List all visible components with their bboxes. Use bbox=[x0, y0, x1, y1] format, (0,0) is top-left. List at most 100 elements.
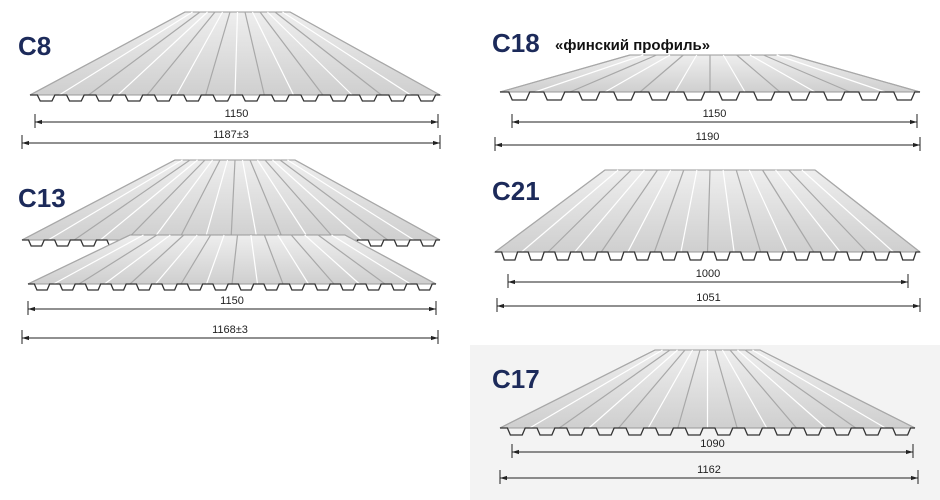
rib bbox=[88, 11, 201, 96]
profile-line bbox=[28, 283, 436, 291]
rib bbox=[53, 234, 144, 285]
rib bbox=[146, 11, 216, 96]
dimension-label: 1000 bbox=[696, 268, 720, 280]
profiles: С8 1150 1187±3 С13 1150 1168±3 С18 «финский про… bbox=[18, 11, 922, 484]
dimension-label: 1090 bbox=[700, 438, 724, 450]
rib bbox=[737, 349, 827, 429]
sheet bbox=[21, 159, 441, 247]
rib bbox=[259, 11, 324, 96]
rib bbox=[272, 159, 363, 241]
rib bbox=[21, 159, 176, 241]
rib bbox=[204, 159, 229, 241]
sheet bbox=[29, 11, 442, 102]
rib bbox=[331, 234, 411, 285]
rib bbox=[653, 169, 685, 253]
rib bbox=[789, 54, 921, 93]
rib bbox=[647, 349, 694, 429]
profile-line bbox=[495, 251, 920, 261]
rib bbox=[294, 159, 441, 241]
rib bbox=[744, 349, 857, 429]
dimension-label: 1150 bbox=[703, 108, 727, 120]
profile-name: С13 bbox=[18, 183, 66, 213]
rib bbox=[304, 234, 360, 285]
rib bbox=[264, 159, 336, 241]
dimension-label: 1051 bbox=[696, 292, 720, 304]
rib bbox=[180, 234, 212, 285]
rib bbox=[788, 169, 868, 253]
rib bbox=[814, 169, 921, 253]
rib bbox=[618, 349, 686, 429]
dimension-label: 1150 bbox=[220, 295, 244, 307]
rib bbox=[27, 234, 131, 285]
profile-line bbox=[500, 91, 920, 101]
rib bbox=[73, 159, 191, 241]
rib bbox=[604, 54, 671, 93]
rib bbox=[600, 169, 658, 253]
rib bbox=[521, 169, 619, 253]
rib bbox=[729, 349, 797, 429]
profile-name: С21 bbox=[492, 176, 540, 206]
rib bbox=[244, 11, 265, 96]
rib bbox=[274, 11, 382, 96]
sheet bbox=[27, 234, 437, 291]
rib bbox=[801, 169, 894, 253]
rib bbox=[752, 349, 886, 429]
rib bbox=[250, 234, 259, 285]
rib bbox=[277, 234, 310, 285]
rib bbox=[574, 169, 645, 253]
rib bbox=[230, 159, 236, 241]
rib bbox=[680, 169, 698, 253]
rib bbox=[569, 54, 657, 93]
rib bbox=[721, 349, 768, 429]
rib bbox=[639, 54, 684, 93]
rib bbox=[290, 234, 335, 285]
rib bbox=[499, 54, 631, 93]
rib bbox=[58, 11, 193, 96]
sheet bbox=[493, 169, 922, 261]
dimension-label: 1187±3 bbox=[213, 129, 249, 141]
rib bbox=[178, 159, 221, 241]
rib bbox=[735, 169, 762, 253]
rib bbox=[534, 54, 644, 93]
dimension-label: 1162 bbox=[697, 464, 721, 476]
rib bbox=[722, 169, 735, 253]
rib bbox=[175, 11, 224, 96]
profile-name: С17 bbox=[492, 364, 540, 394]
rib bbox=[677, 349, 701, 429]
rib bbox=[99, 159, 198, 241]
rib bbox=[47, 159, 183, 241]
rib bbox=[78, 234, 158, 285]
rib bbox=[234, 11, 239, 96]
rib bbox=[231, 234, 239, 285]
rib bbox=[205, 11, 231, 96]
rib bbox=[152, 159, 213, 241]
rib bbox=[761, 169, 815, 253]
rib bbox=[714, 349, 738, 429]
rib bbox=[117, 11, 208, 96]
rib bbox=[282, 11, 412, 96]
rib bbox=[317, 234, 386, 285]
rib bbox=[344, 234, 437, 285]
rib bbox=[263, 234, 284, 285]
rib bbox=[251, 11, 295, 96]
rib bbox=[759, 349, 916, 429]
rib bbox=[494, 169, 606, 253]
rib bbox=[241, 159, 258, 241]
profile-name: С18 bbox=[492, 28, 540, 58]
rib bbox=[748, 169, 788, 253]
dimension-label: 1190 bbox=[696, 131, 720, 143]
dimension-label: 1168±3 bbox=[212, 324, 248, 336]
rib bbox=[722, 54, 746, 93]
rib bbox=[706, 169, 711, 253]
rib bbox=[126, 159, 206, 241]
rib bbox=[499, 349, 656, 429]
rib bbox=[736, 54, 781, 93]
rib bbox=[529, 349, 663, 429]
profile-line bbox=[30, 94, 440, 102]
rib bbox=[256, 159, 310, 241]
rib bbox=[749, 54, 816, 93]
rib bbox=[776, 54, 886, 93]
rib bbox=[104, 234, 171, 285]
rib bbox=[279, 159, 389, 241]
